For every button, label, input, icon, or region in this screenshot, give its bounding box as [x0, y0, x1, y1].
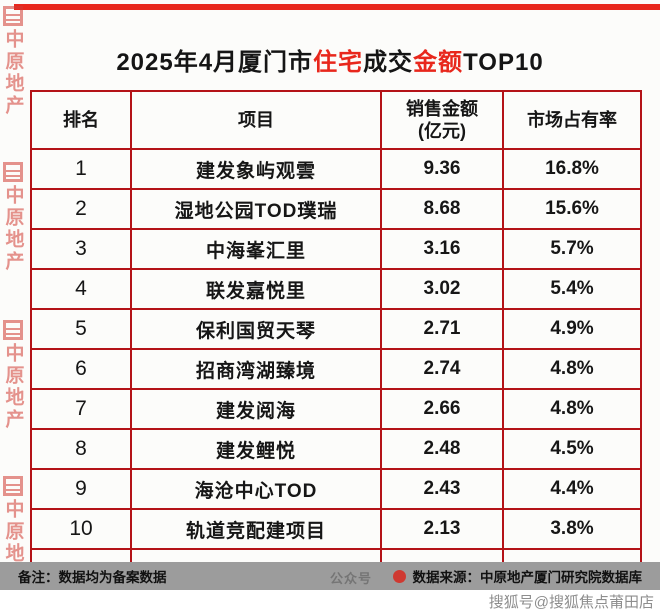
rank-cell: 1 — [30, 148, 132, 190]
footer-source: 数据来源：中原地产厦门研究院数据库 — [412, 570, 643, 585]
amount-cell: 2.43 — [380, 468, 504, 510]
title-part: 成交 — [363, 49, 414, 76]
header-rank: 排名 — [30, 90, 132, 150]
header-amount: 销售金额 (亿元) — [380, 90, 504, 150]
project-cell: 建发鲤悦 — [130, 428, 382, 470]
amount-cell: 2.13 — [380, 508, 504, 550]
header-amount-line2: (亿元) — [418, 121, 466, 141]
table-row: 2 湿地公园TOD璞瑞 8.68 15.6% — [30, 188, 642, 230]
project-cell: 建发阅海 — [130, 388, 382, 430]
share-cell: 4.9% — [502, 308, 642, 350]
footer-source-group: 数据来源：中原地产厦门研究院数据库 — [392, 566, 643, 586]
header-project: 项目 — [130, 90, 382, 150]
amount-cell: 3.02 — [380, 268, 504, 310]
project-cell: 建发象屿观雲 — [130, 148, 382, 190]
project-cell: 中海峯汇里 — [130, 228, 382, 270]
amount-cell: 8.68 — [380, 188, 504, 230]
top-red-bar — [14, 4, 660, 10]
title-part-accent: 住宅 — [313, 49, 364, 76]
amount-cell: 3.16 — [380, 228, 504, 270]
table-row: 5 保利国贸天琴 2.71 4.9% — [30, 308, 642, 350]
ranking-table: 排名 项目 销售金额 (亿元) 市场占有率 1 建发象屿观雲 9.36 16.8… — [30, 90, 642, 565]
amount-cell: 2.48 — [380, 428, 504, 470]
table-row: 7 建发阅海 2.66 4.8% — [30, 388, 642, 430]
rank-cell: 4 — [30, 268, 132, 310]
brand-watermark: 中原地产 — [2, 320, 24, 431]
table-row: 9 海沧中心TOD 2.43 4.4% — [30, 468, 642, 510]
share-cell: 4.8% — [502, 348, 642, 390]
rank-cell: 5 — [30, 308, 132, 350]
sohu-watermark-text: 搜狐号@搜狐焦点莆田店 — [488, 594, 654, 611]
project-cell: 保利国贸天琴 — [130, 308, 382, 350]
rank-cell: 9 — [30, 468, 132, 510]
rank-cell: 8 — [30, 428, 132, 470]
wechat-stamp-watermark: 公众号 — [330, 571, 373, 586]
brand-watermark-text: 中原地产 — [2, 343, 24, 431]
rank-cell: 6 — [30, 348, 132, 390]
table-row: 4 联发嘉悦里 3.02 5.4% — [30, 268, 642, 310]
project-cell: 轨道竞配建项目 — [130, 508, 382, 550]
red-stamp-icon — [392, 569, 406, 583]
share-cell: 4.5% — [502, 428, 642, 470]
zhongyuan-logo-icon — [3, 476, 23, 496]
project-cell: 联发嘉悦里 — [130, 268, 382, 310]
amount-cell: 2.74 — [380, 348, 504, 390]
share-cell: 16.8% — [502, 148, 642, 190]
share-cell: 5.7% — [502, 228, 642, 270]
share-cell: 3.8% — [502, 508, 642, 550]
project-cell: 招商湾湖臻境 — [130, 348, 382, 390]
share-cell: 15.6% — [502, 188, 642, 230]
rank-cell: 7 — [30, 388, 132, 430]
zhongyuan-logo-icon — [3, 320, 23, 340]
amount-cell: 2.66 — [380, 388, 504, 430]
zhongyuan-logo-icon — [3, 162, 23, 182]
project-cell: 海沧中心TOD — [130, 468, 382, 510]
table-header-row: 排名 项目 销售金额 (亿元) 市场占有率 — [30, 90, 642, 150]
table-row: 1 建发象屿观雲 9.36 16.8% — [30, 148, 642, 190]
footer-bar: 备注：数据均为备案数据 数据来源：中原地产厦门研究院数据库 — [0, 562, 660, 590]
rank-cell: 10 — [30, 508, 132, 550]
bottom-strip — [0, 590, 660, 615]
brand-watermark-text: 中原地产 — [2, 185, 24, 273]
footer-note: 备注：数据均为备案数据 — [18, 570, 167, 585]
project-cell: 湿地公园TOD璞瑞 — [130, 188, 382, 230]
title-part: TOP10 — [463, 49, 544, 76]
header-amount-line1: 销售金额 — [406, 98, 478, 119]
title-part: 2025年4月厦门市 — [116, 49, 314, 76]
amount-cell: 9.36 — [380, 148, 504, 190]
share-cell: 4.4% — [502, 468, 642, 510]
page-title: 2025年4月厦门市住宅成交金额TOP10 — [0, 42, 660, 77]
header-share: 市场占有率 — [502, 90, 642, 150]
table-row: 3 中海峯汇里 3.16 5.7% — [30, 228, 642, 270]
share-cell: 4.8% — [502, 388, 642, 430]
rank-cell: 2 — [30, 188, 132, 230]
rank-cell: 3 — [30, 228, 132, 270]
table-row: 10 轨道竞配建项目 2.13 3.8% — [30, 508, 642, 550]
table-row: 6 招商湾湖臻境 2.74 4.8% — [30, 348, 642, 390]
share-cell: 5.4% — [502, 268, 642, 310]
table-row: 8 建发鲤悦 2.48 4.5% — [30, 428, 642, 470]
title-part-accent: 金额 — [413, 49, 464, 76]
amount-cell: 2.71 — [380, 308, 504, 350]
brand-watermark: 中原地产 — [2, 162, 24, 273]
